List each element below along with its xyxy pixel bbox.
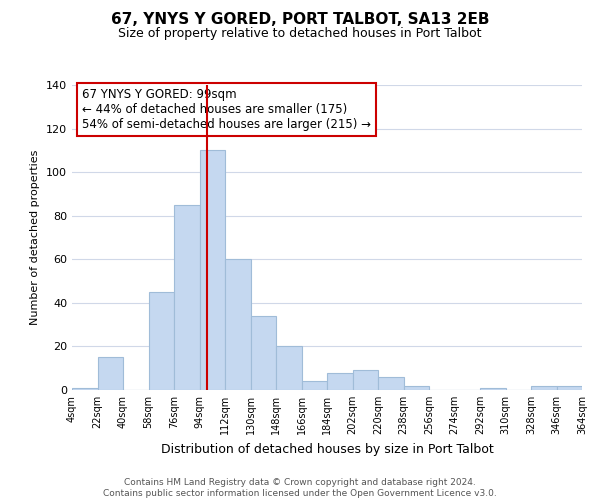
Bar <box>174 205 199 390</box>
X-axis label: Distribution of detached houses by size in Port Talbot: Distribution of detached houses by size … <box>161 442 493 456</box>
Bar <box>72 388 97 390</box>
Bar <box>97 358 123 390</box>
Bar <box>276 346 302 390</box>
Text: Contains HM Land Registry data © Crown copyright and database right 2024.
Contai: Contains HM Land Registry data © Crown c… <box>103 478 497 498</box>
Bar <box>353 370 378 390</box>
Bar <box>225 260 251 390</box>
Text: 67, YNYS Y GORED, PORT TALBOT, SA13 2EB: 67, YNYS Y GORED, PORT TALBOT, SA13 2EB <box>111 12 489 28</box>
Bar <box>404 386 429 390</box>
Text: Size of property relative to detached houses in Port Talbot: Size of property relative to detached ho… <box>118 28 482 40</box>
Bar <box>149 292 174 390</box>
Text: 67 YNYS Y GORED: 99sqm
← 44% of detached houses are smaller (175)
54% of semi-de: 67 YNYS Y GORED: 99sqm ← 44% of detached… <box>82 88 371 131</box>
Bar <box>327 372 353 390</box>
Bar <box>251 316 276 390</box>
Bar <box>199 150 225 390</box>
Bar <box>557 386 582 390</box>
Bar <box>378 377 404 390</box>
Y-axis label: Number of detached properties: Number of detached properties <box>31 150 40 325</box>
Bar <box>302 382 327 390</box>
Bar <box>480 388 505 390</box>
Bar <box>531 386 557 390</box>
